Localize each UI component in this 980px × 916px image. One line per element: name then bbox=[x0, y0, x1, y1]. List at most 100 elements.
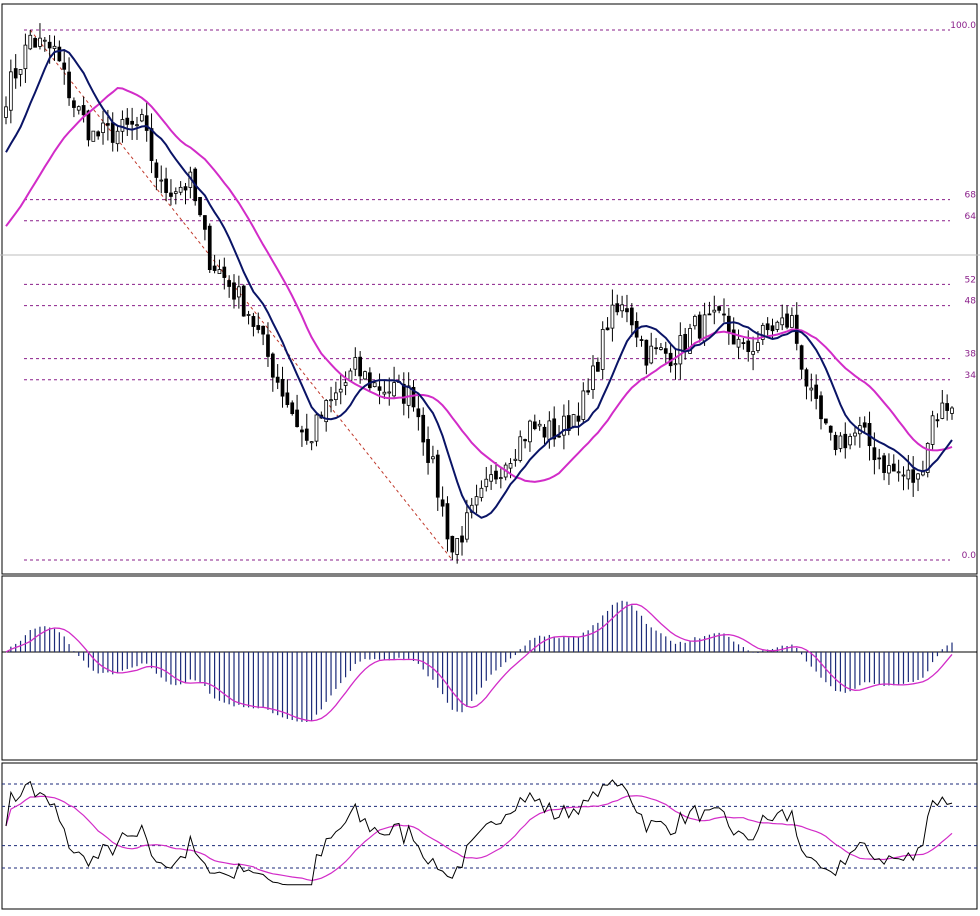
candle-body bbox=[261, 325, 265, 335]
candle-body bbox=[178, 186, 183, 193]
candle bbox=[790, 307, 794, 328]
candle bbox=[523, 438, 527, 449]
candle-body bbox=[280, 378, 285, 397]
candle-body bbox=[450, 535, 455, 553]
candle-body bbox=[916, 473, 920, 480]
candle bbox=[833, 431, 838, 456]
fib-level-label: 64 bbox=[965, 212, 977, 222]
candle-body bbox=[688, 328, 692, 354]
candle-body bbox=[862, 422, 867, 428]
candle-body bbox=[498, 477, 503, 479]
candle bbox=[455, 538, 460, 564]
candle-body bbox=[760, 324, 765, 340]
candle-body bbox=[149, 128, 154, 161]
candle-body bbox=[833, 434, 838, 450]
candle bbox=[280, 366, 285, 408]
macd-panel[interactable] bbox=[1, 575, 978, 761]
candle-body bbox=[295, 409, 299, 428]
candle-body bbox=[722, 313, 726, 316]
candle bbox=[513, 449, 518, 467]
candle bbox=[329, 386, 333, 413]
candle bbox=[605, 317, 610, 331]
candle-body bbox=[775, 321, 780, 330]
candle bbox=[270, 352, 275, 392]
candle bbox=[207, 223, 212, 273]
candle-body bbox=[363, 371, 367, 380]
candle-body bbox=[460, 535, 464, 543]
candle bbox=[532, 414, 537, 431]
candle-body bbox=[348, 370, 353, 381]
candle-body bbox=[62, 62, 67, 70]
candle-body bbox=[697, 314, 702, 339]
candle bbox=[610, 289, 615, 342]
candle-body bbox=[804, 369, 809, 387]
candle bbox=[896, 459, 901, 482]
candle bbox=[251, 312, 256, 337]
candle-body bbox=[81, 105, 86, 116]
candle-body bbox=[814, 384, 819, 399]
candle-body bbox=[358, 356, 362, 377]
candle bbox=[542, 424, 547, 445]
candle-body bbox=[474, 496, 479, 506]
candle-body bbox=[610, 304, 615, 329]
candle bbox=[625, 294, 629, 323]
candle bbox=[203, 215, 207, 241]
candle-body bbox=[717, 306, 721, 311]
candle bbox=[629, 303, 634, 337]
candle-body bbox=[557, 435, 561, 438]
candle-body bbox=[57, 46, 62, 62]
candle bbox=[314, 412, 319, 447]
candle-body bbox=[212, 265, 217, 271]
macd-signal-line bbox=[5, 603, 953, 722]
candle bbox=[707, 301, 712, 316]
candle-body bbox=[139, 114, 144, 122]
candle-body bbox=[629, 307, 634, 326]
candle bbox=[596, 357, 600, 372]
candle-body bbox=[421, 414, 426, 443]
candle-body bbox=[86, 110, 91, 141]
candle-body bbox=[426, 439, 430, 463]
candle-body bbox=[33, 38, 37, 48]
candle bbox=[115, 124, 120, 152]
candle-body bbox=[596, 361, 600, 372]
candle bbox=[780, 304, 785, 331]
candle-body bbox=[431, 456, 435, 460]
candle bbox=[431, 445, 435, 464]
candle bbox=[489, 464, 493, 490]
candle bbox=[911, 456, 916, 497]
candle bbox=[809, 373, 814, 402]
candle bbox=[353, 347, 358, 377]
candle bbox=[838, 432, 843, 453]
candle-body bbox=[644, 339, 649, 366]
candle bbox=[178, 181, 183, 196]
price-panel-frame bbox=[1, 3, 978, 575]
candle-body bbox=[605, 327, 610, 331]
candle-body bbox=[217, 269, 222, 274]
candle-body bbox=[290, 402, 295, 415]
candle-body bbox=[654, 347, 658, 350]
ma-slow-line bbox=[5, 86, 953, 483]
candle bbox=[4, 96, 8, 125]
price-panel[interactable]: 100.0 68 64 52 48 38 34 0.0 bbox=[0, 3, 980, 575]
oscillator-panel[interactable] bbox=[1, 762, 978, 910]
candle-body bbox=[683, 333, 688, 351]
candle-body bbox=[144, 115, 149, 131]
candle-body bbox=[639, 339, 644, 341]
candle bbox=[930, 410, 935, 451]
candle-body bbox=[756, 342, 760, 351]
candle bbox=[367, 367, 372, 391]
candle-body bbox=[494, 470, 498, 480]
candle-body bbox=[8, 71, 13, 111]
candle bbox=[751, 336, 755, 371]
candle bbox=[862, 416, 867, 433]
candle-body bbox=[38, 37, 42, 47]
candle bbox=[901, 466, 906, 491]
candle bbox=[130, 107, 134, 140]
candle bbox=[266, 322, 270, 367]
candle-body bbox=[838, 435, 843, 449]
candle bbox=[363, 370, 367, 381]
candle-body bbox=[440, 499, 445, 507]
candle bbox=[426, 426, 430, 475]
candle-body bbox=[950, 407, 954, 414]
candle bbox=[600, 321, 605, 380]
